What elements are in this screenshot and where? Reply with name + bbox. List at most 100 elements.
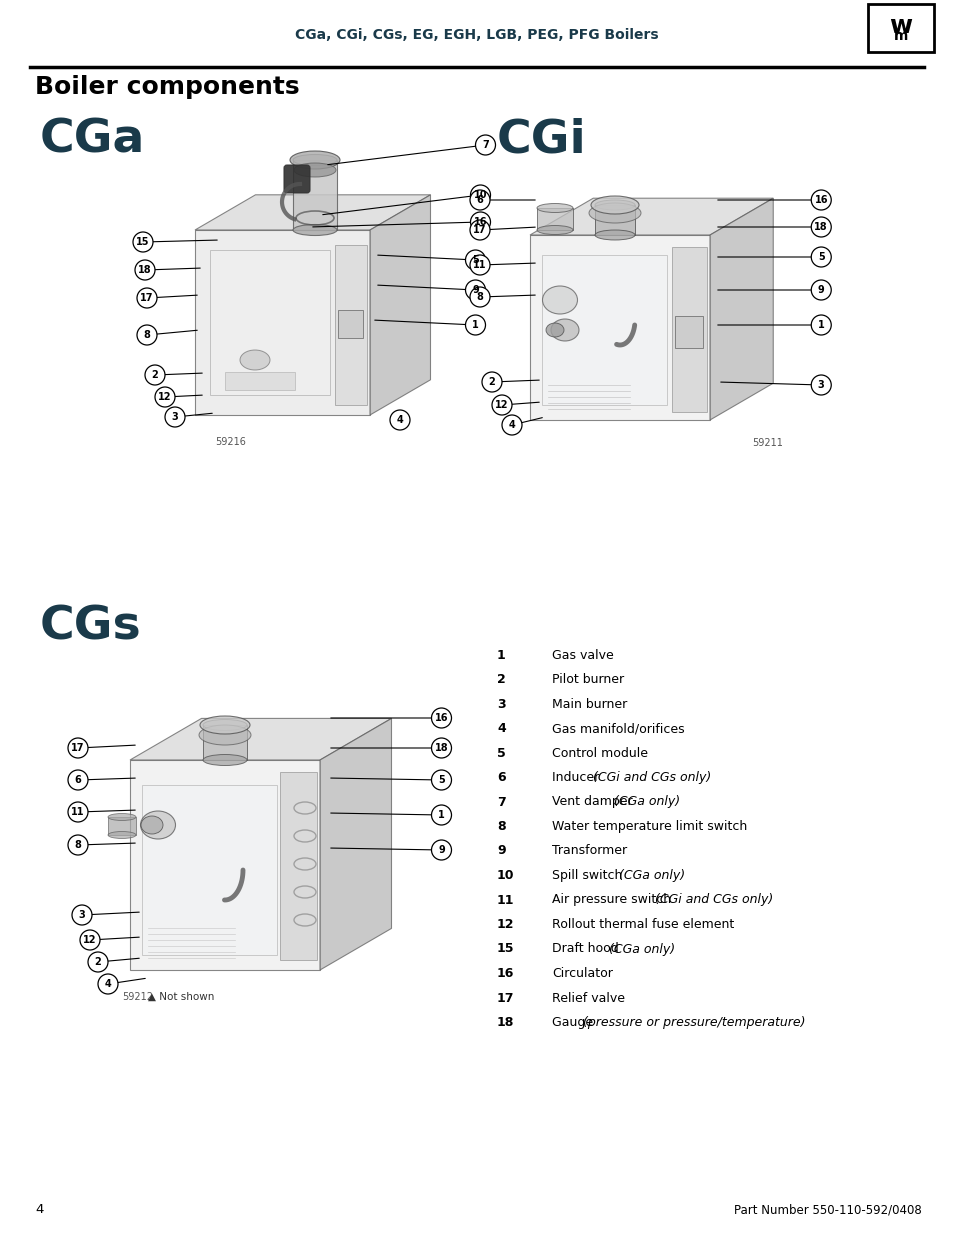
Circle shape (810, 247, 830, 267)
Text: 6: 6 (74, 776, 81, 785)
Text: 18: 18 (138, 266, 152, 275)
FancyBboxPatch shape (284, 165, 310, 193)
Circle shape (137, 288, 157, 308)
Text: 16: 16 (497, 967, 514, 981)
Ellipse shape (595, 230, 635, 240)
Text: 6: 6 (476, 195, 483, 205)
Text: 4: 4 (508, 420, 515, 430)
Text: Boiler components: Boiler components (35, 75, 299, 99)
Text: Vent damper: Vent damper (552, 795, 636, 809)
Text: Air pressure switch: Air pressure switch (552, 893, 675, 906)
Circle shape (431, 739, 451, 758)
FancyBboxPatch shape (541, 254, 666, 405)
Circle shape (68, 739, 88, 758)
Ellipse shape (108, 814, 136, 820)
Text: 4: 4 (396, 415, 403, 425)
Text: 16: 16 (435, 713, 448, 722)
FancyBboxPatch shape (108, 818, 136, 835)
Ellipse shape (542, 287, 577, 314)
Polygon shape (370, 195, 430, 415)
Circle shape (132, 232, 152, 252)
Ellipse shape (537, 226, 573, 235)
Circle shape (810, 375, 830, 395)
Circle shape (470, 185, 490, 205)
Polygon shape (709, 198, 773, 420)
Circle shape (481, 372, 501, 391)
Ellipse shape (141, 816, 163, 834)
Ellipse shape (545, 324, 563, 337)
FancyBboxPatch shape (225, 372, 294, 390)
Polygon shape (194, 195, 430, 230)
Text: 9: 9 (472, 285, 478, 295)
FancyBboxPatch shape (142, 785, 276, 955)
Text: Gas valve: Gas valve (552, 648, 613, 662)
Ellipse shape (199, 725, 251, 745)
FancyBboxPatch shape (537, 207, 573, 230)
Text: 9: 9 (437, 845, 444, 855)
Text: 15: 15 (497, 942, 514, 956)
Text: Control module: Control module (552, 746, 647, 760)
Circle shape (431, 840, 451, 860)
Text: 17: 17 (497, 992, 514, 1004)
Circle shape (80, 930, 100, 950)
Text: 6: 6 (497, 771, 505, 784)
Text: CGa: CGa (40, 117, 145, 163)
Text: 2: 2 (488, 377, 495, 387)
FancyBboxPatch shape (203, 725, 247, 760)
Circle shape (431, 805, 451, 825)
Text: 12: 12 (495, 400, 508, 410)
Text: 3: 3 (172, 412, 178, 422)
Text: 7: 7 (481, 140, 488, 149)
Text: 3: 3 (497, 698, 505, 710)
Circle shape (465, 280, 485, 300)
Circle shape (810, 315, 830, 335)
Text: 59212: 59212 (122, 992, 152, 1002)
Circle shape (470, 254, 490, 275)
Circle shape (390, 410, 410, 430)
Text: 11: 11 (71, 806, 85, 818)
Text: (CGa only): (CGa only) (613, 795, 679, 809)
FancyBboxPatch shape (280, 772, 316, 960)
Polygon shape (194, 230, 370, 415)
Text: CGi: CGi (497, 117, 586, 163)
Text: 1: 1 (497, 648, 505, 662)
FancyBboxPatch shape (867, 4, 933, 52)
Ellipse shape (203, 755, 247, 766)
Text: w: w (888, 14, 912, 38)
Text: 11: 11 (473, 261, 486, 270)
Text: 18: 18 (435, 743, 448, 753)
Text: 17: 17 (473, 225, 486, 235)
Text: CGs: CGs (40, 604, 142, 650)
Text: Spill switch: Spill switch (552, 869, 626, 882)
FancyBboxPatch shape (337, 310, 363, 338)
Circle shape (470, 212, 490, 232)
Text: 4: 4 (105, 979, 112, 989)
Circle shape (145, 366, 165, 385)
Circle shape (165, 408, 185, 427)
Text: Gauge: Gauge (552, 1016, 597, 1029)
Text: 17: 17 (71, 743, 85, 753)
Text: 18: 18 (814, 222, 827, 232)
Text: 17: 17 (140, 293, 153, 303)
Circle shape (465, 315, 485, 335)
Text: CGa, CGi, CGs, EG, EGH, LGB, PEG, PFG Boilers: CGa, CGi, CGs, EG, EGH, LGB, PEG, PFG Bo… (294, 28, 659, 42)
Text: 59211: 59211 (752, 438, 782, 448)
Text: (CGi and CGs only): (CGi and CGs only) (593, 771, 711, 784)
Text: (CGi and CGs only): (CGi and CGs only) (655, 893, 773, 906)
FancyBboxPatch shape (293, 161, 336, 230)
Circle shape (431, 769, 451, 790)
Text: 11: 11 (497, 893, 514, 906)
Circle shape (88, 952, 108, 972)
FancyBboxPatch shape (595, 205, 635, 235)
Text: 8: 8 (476, 291, 483, 303)
Text: 8: 8 (497, 820, 505, 832)
Text: 16: 16 (814, 195, 827, 205)
Text: 1: 1 (472, 320, 478, 330)
Circle shape (470, 190, 490, 210)
Text: 15: 15 (136, 237, 150, 247)
FancyBboxPatch shape (335, 245, 367, 405)
Circle shape (470, 287, 490, 308)
Text: 5: 5 (437, 776, 444, 785)
Text: (pressure or pressure/temperature): (pressure or pressure/temperature) (582, 1016, 804, 1029)
Text: 8: 8 (143, 330, 151, 340)
